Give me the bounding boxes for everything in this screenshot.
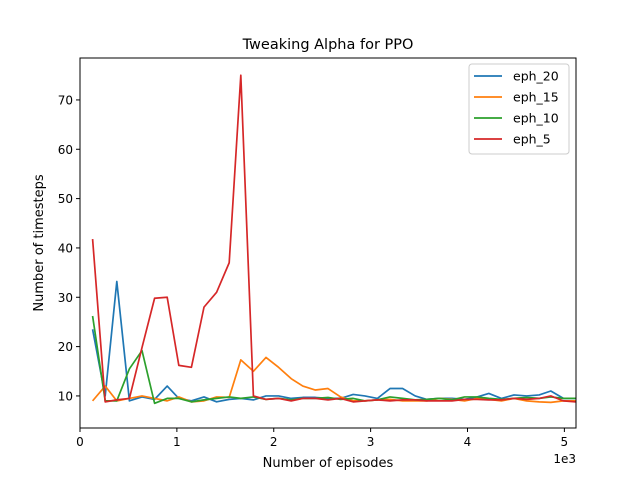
y-tick-label: 30 <box>58 291 73 305</box>
x-axis-offset-label: 1e3 <box>553 452 576 466</box>
x-tick-label: 5 <box>561 435 569 449</box>
chart-title: Tweaking Alpha for PPO <box>242 37 414 53</box>
y-axis-label: Number of timesteps <box>32 174 47 312</box>
legend: eph_20 eph_15 eph_10 eph_5 <box>468 63 570 155</box>
legend-label-eph_10: eph_10 <box>513 111 559 126</box>
x-tick-label: 0 <box>76 435 84 449</box>
legend-label-eph_15: eph_15 <box>513 90 559 105</box>
legend-label-eph_5: eph_5 <box>513 132 551 147</box>
legend-items: eph_20 eph_15 eph_10 eph_5 <box>474 69 559 147</box>
y-ticks: 10 20 30 40 50 60 70 <box>58 93 80 403</box>
y-tick-label: 60 <box>58 143 73 157</box>
x-tick-label: 3 <box>367 435 375 449</box>
legend-label-eph_20: eph_20 <box>513 69 559 84</box>
y-tick-label: 50 <box>58 192 73 206</box>
y-tick-label: 70 <box>58 93 73 107</box>
axes-frame <box>79 57 577 429</box>
x-axis-label: Number of episodes <box>263 456 394 471</box>
series-layer <box>91 74 576 405</box>
x-tick-label: 2 <box>270 435 278 449</box>
legend-box <box>468 63 570 155</box>
x-tick-label: 4 <box>464 435 472 449</box>
y-tick-label: 10 <box>58 389 73 403</box>
x-tick-label: 1 <box>173 435 181 449</box>
y-tick-label: 40 <box>58 241 73 255</box>
y-tick-label: 20 <box>58 340 73 354</box>
series-line-eph_5 <box>91 74 576 403</box>
x-ticks: 0 1 2 3 4 5 <box>76 428 568 449</box>
